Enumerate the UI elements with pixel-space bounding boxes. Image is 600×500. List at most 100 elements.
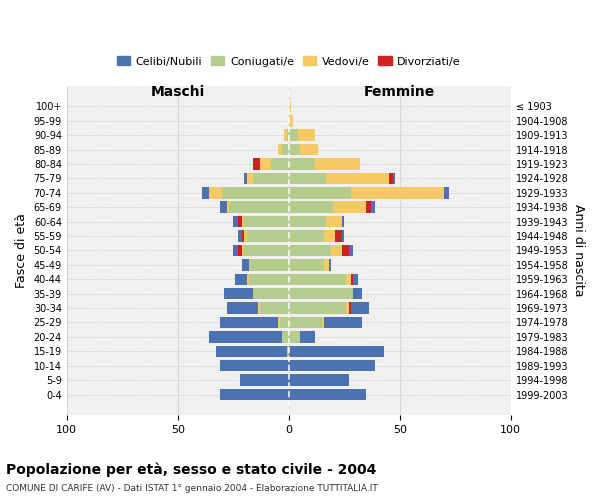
Bar	[278, 316, 280, 328]
Bar	[289, 230, 324, 242]
Bar	[289, 346, 384, 357]
Bar	[444, 187, 449, 198]
Bar	[289, 389, 367, 400]
Bar	[215, 346, 287, 357]
Bar	[353, 288, 362, 300]
Bar	[224, 288, 253, 300]
Bar	[238, 230, 242, 242]
Bar	[289, 374, 349, 386]
Bar	[324, 259, 329, 270]
Bar	[324, 230, 335, 242]
Bar	[346, 274, 351, 285]
Bar	[298, 130, 316, 141]
Legend: Celibi/Nubili, Coniugati/e, Vedovi/e, Divorziati/e: Celibi/Nubili, Coniugati/e, Vedovi/e, Di…	[112, 52, 466, 71]
Bar	[289, 130, 298, 141]
Bar	[389, 172, 393, 184]
Bar	[233, 244, 238, 256]
Bar	[260, 158, 271, 170]
Bar	[346, 302, 349, 314]
Bar	[324, 316, 362, 328]
Bar	[329, 259, 331, 270]
Bar	[253, 288, 289, 300]
Bar	[342, 230, 344, 242]
Bar	[333, 202, 367, 213]
Bar	[289, 216, 326, 228]
Bar	[222, 187, 289, 198]
Bar	[371, 202, 376, 213]
Bar	[316, 158, 360, 170]
Bar	[342, 244, 349, 256]
Bar	[220, 360, 289, 372]
Bar	[289, 360, 376, 372]
Bar	[229, 202, 289, 213]
Bar	[282, 144, 289, 156]
Text: Popolazione per età, sesso e stato civile - 2004: Popolazione per età, sesso e stato civil…	[6, 462, 376, 477]
Bar	[242, 216, 244, 228]
Bar	[300, 331, 316, 342]
Bar	[244, 244, 289, 256]
Bar	[289, 274, 346, 285]
Bar	[351, 187, 444, 198]
Bar	[202, 187, 209, 198]
Bar	[289, 187, 351, 198]
Bar	[238, 244, 242, 256]
Bar	[271, 158, 289, 170]
Bar	[349, 244, 353, 256]
Bar	[300, 144, 317, 156]
Bar	[209, 331, 282, 342]
Bar	[278, 144, 282, 156]
Bar	[289, 302, 346, 314]
Bar	[249, 274, 289, 285]
Bar	[247, 230, 289, 242]
Bar	[289, 259, 324, 270]
Bar	[342, 216, 344, 228]
Bar	[393, 172, 395, 184]
Bar	[257, 302, 260, 314]
Bar	[289, 172, 326, 184]
Bar	[242, 244, 244, 256]
Bar	[240, 374, 289, 386]
Bar	[242, 230, 244, 242]
Bar	[244, 230, 247, 242]
Bar	[353, 274, 358, 285]
Bar	[289, 331, 300, 342]
Y-axis label: Anni di nascita: Anni di nascita	[572, 204, 585, 296]
Bar	[289, 144, 300, 156]
Bar	[289, 115, 293, 126]
Bar	[233, 216, 238, 228]
Bar	[326, 216, 342, 228]
Text: COMUNE DI CARIFE (AV) - Dati ISTAT 1° gennaio 2004 - Elaborazione TUTTITALIA.IT: COMUNE DI CARIFE (AV) - Dati ISTAT 1° ge…	[6, 484, 378, 493]
Bar	[235, 274, 247, 285]
Bar	[244, 216, 289, 228]
Bar	[242, 259, 249, 270]
Bar	[253, 158, 260, 170]
Bar	[227, 302, 257, 314]
Bar	[247, 274, 249, 285]
Bar	[349, 302, 351, 314]
Text: Femmine: Femmine	[364, 85, 436, 99]
Bar	[289, 100, 291, 112]
Bar	[289, 244, 331, 256]
Bar	[287, 346, 289, 357]
Bar	[335, 230, 342, 242]
Bar	[249, 259, 289, 270]
Bar	[289, 158, 316, 170]
Bar	[260, 302, 289, 314]
Bar	[220, 202, 227, 213]
Bar	[289, 288, 353, 300]
Bar	[280, 316, 289, 328]
Bar	[322, 316, 324, 328]
Bar	[331, 244, 342, 256]
Bar	[253, 172, 289, 184]
Y-axis label: Fasce di età: Fasce di età	[15, 213, 28, 288]
Bar	[351, 274, 353, 285]
Bar	[209, 187, 222, 198]
Bar	[289, 202, 333, 213]
Bar	[247, 172, 253, 184]
Bar	[326, 172, 389, 184]
Bar	[287, 130, 289, 141]
Text: Maschi: Maschi	[151, 85, 205, 99]
Bar	[220, 316, 278, 328]
Bar	[282, 331, 289, 342]
Bar	[367, 202, 371, 213]
